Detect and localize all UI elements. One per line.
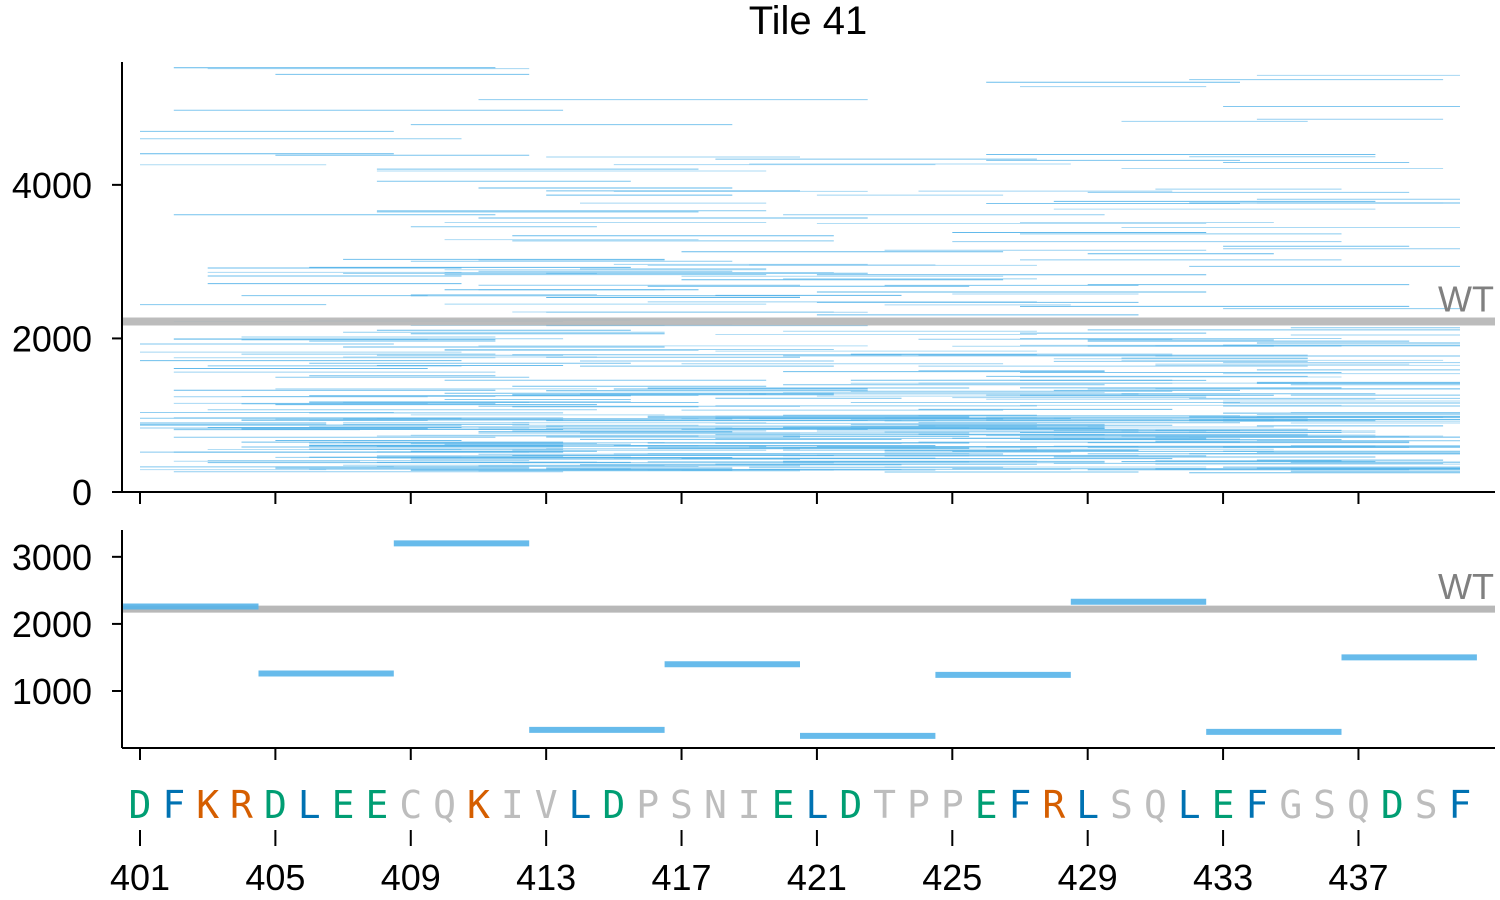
top-y-tick-label: 2000: [12, 318, 92, 359]
residue-letter: P: [636, 783, 659, 827]
position-tick-label: 417: [651, 857, 711, 898]
bottom-y-ticks: 1000 2000 3000: [12, 537, 122, 712]
residue-letter: E: [1212, 783, 1235, 827]
residue-letter: G: [1279, 783, 1302, 827]
top-y-tick-label: 0: [72, 472, 92, 513]
residue-letter: E: [772, 783, 795, 827]
residue-letter: R: [1042, 783, 1065, 827]
residue-letter: L: [298, 783, 321, 827]
residue-letter: D: [602, 783, 625, 827]
bottom-y-tick-label: 2000: [12, 604, 92, 645]
residue-letter: Q: [1144, 783, 1167, 827]
residue-letter: T: [873, 783, 896, 827]
position-tick-label: 405: [245, 857, 305, 898]
top-segments: [140, 67, 1460, 474]
residue-letter: F: [1449, 783, 1472, 827]
residue-letter: S: [1110, 783, 1133, 827]
residue-letter: D: [129, 783, 152, 827]
top-panel: WT 0 2000 4000: [12, 62, 1495, 513]
residue-letter: D: [264, 783, 287, 827]
residue-letter: Q: [1347, 783, 1370, 827]
residue-letter: K: [196, 783, 219, 827]
residue-letter: N: [704, 783, 727, 827]
residue-letter: R: [230, 783, 253, 827]
position-tick-label: 437: [1328, 857, 1388, 898]
residue-letter: L: [569, 783, 592, 827]
residue-letter: D: [1381, 783, 1404, 827]
top-y-tick-label: 4000: [12, 165, 92, 206]
position-tick-label: 425: [922, 857, 982, 898]
residue-letter: I: [501, 783, 524, 827]
bottom-wt-label: WT: [1438, 566, 1494, 607]
residue-letter: E: [332, 783, 355, 827]
position-tick-label: 429: [1058, 857, 1118, 898]
bottom-panel: WT 1000 2000 3000: [12, 530, 1495, 760]
sequence-position-ticks: 401 405 409 413 417 421 425 429 433 437: [110, 830, 1389, 898]
residue-letter: F: [162, 783, 185, 827]
residue-letter: P: [941, 783, 964, 827]
top-y-ticks: 0 2000 4000: [12, 165, 122, 513]
position-tick-label: 433: [1193, 857, 1253, 898]
position-tick-label: 413: [516, 857, 576, 898]
residue-letter: P: [907, 783, 930, 827]
position-tick-label: 401: [110, 857, 170, 898]
residue-letter: D: [839, 783, 862, 827]
residue-letter: I: [738, 783, 761, 827]
residue-letter: S: [1415, 783, 1438, 827]
residue-letter: F: [1009, 783, 1032, 827]
residue-letter: Q: [433, 783, 456, 827]
position-tick-label: 409: [381, 857, 441, 898]
residue-letter: F: [1245, 783, 1268, 827]
bottom-segments: [123, 540, 1477, 739]
bottom-x-ticks: [139, 748, 1360, 760]
residue-letter: L: [1178, 783, 1201, 827]
residue-letter: C: [399, 783, 422, 827]
residue-letter: E: [365, 783, 388, 827]
bottom-y-tick-label: 1000: [12, 671, 92, 712]
residue-letter: E: [975, 783, 998, 827]
residue-letter: K: [467, 783, 490, 827]
residue-letter: L: [805, 783, 828, 827]
bottom-y-tick-label: 3000: [12, 537, 92, 578]
residue-letter: S: [670, 783, 693, 827]
chart-title: Tile 41: [749, 0, 868, 43]
top-wt-label: WT: [1438, 279, 1494, 320]
residue-letter: V: [535, 783, 558, 827]
position-tick-label: 421: [787, 857, 847, 898]
top-x-ticks: [139, 492, 1360, 504]
residue-letter: L: [1076, 783, 1099, 827]
residue-letter: S: [1313, 783, 1336, 827]
